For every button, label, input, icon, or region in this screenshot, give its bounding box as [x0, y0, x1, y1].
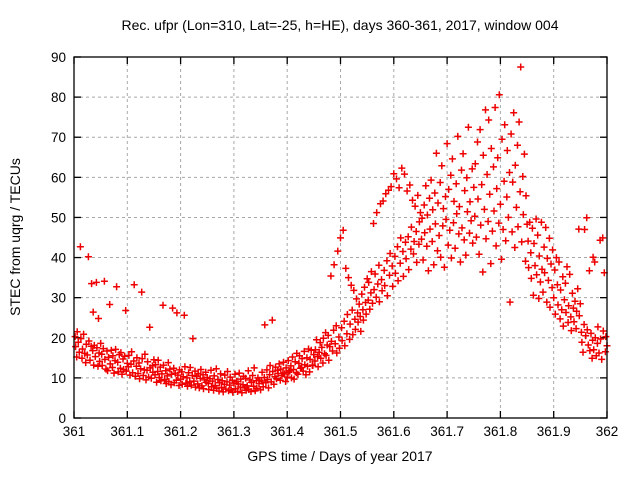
x-tick-label: 361.5	[324, 424, 358, 439]
scatter-markers	[71, 63, 611, 397]
y-tick-label: 0	[58, 411, 66, 426]
x-tick-label: 361.6	[377, 424, 411, 439]
x-tick-label: 361.1	[110, 424, 144, 439]
plot-border	[73, 56, 608, 419]
x-tick-label: 361.3	[217, 424, 251, 439]
x-tick-label: 361.2	[164, 424, 198, 439]
grid-lines	[74, 57, 607, 418]
y-tick-label: 50	[51, 210, 66, 225]
chart-title: Rec. ufpr (Lon=310, Lat=-25, h=HE), days…	[121, 17, 558, 33]
x-tick-label: 361.9	[537, 424, 571, 439]
y-tick-label: 90	[51, 50, 66, 65]
y-tick-label: 60	[51, 170, 66, 185]
y-tick-label: 20	[51, 331, 66, 346]
y-axis-label: STEC from uqrg / TECUs	[7, 158, 23, 316]
x-tick-label: 361.8	[484, 424, 518, 439]
y-tick-label: 40	[51, 251, 66, 266]
y-tick-label: 80	[51, 90, 66, 105]
y-tick-label: 10	[51, 371, 66, 386]
x-tick-label: 361.7	[430, 424, 464, 439]
x-axis-label: GPS time / Days of year 2017	[247, 448, 432, 464]
x-tick-label: 361.4	[270, 424, 304, 439]
x-tick-labels: 361 361.1 361.2 361.3 361.4 361.5 361.6 361.7 36…	[63, 424, 619, 439]
x-tick-label: 361	[63, 424, 86, 439]
x-tick-label: 362	[596, 424, 619, 439]
y-tick-labels: 0 10 20 30 40 50 60 70 80 90	[51, 50, 66, 426]
y-tick-label: 70	[51, 130, 66, 145]
data-points	[71, 63, 611, 397]
y-tick-label: 30	[51, 291, 66, 306]
